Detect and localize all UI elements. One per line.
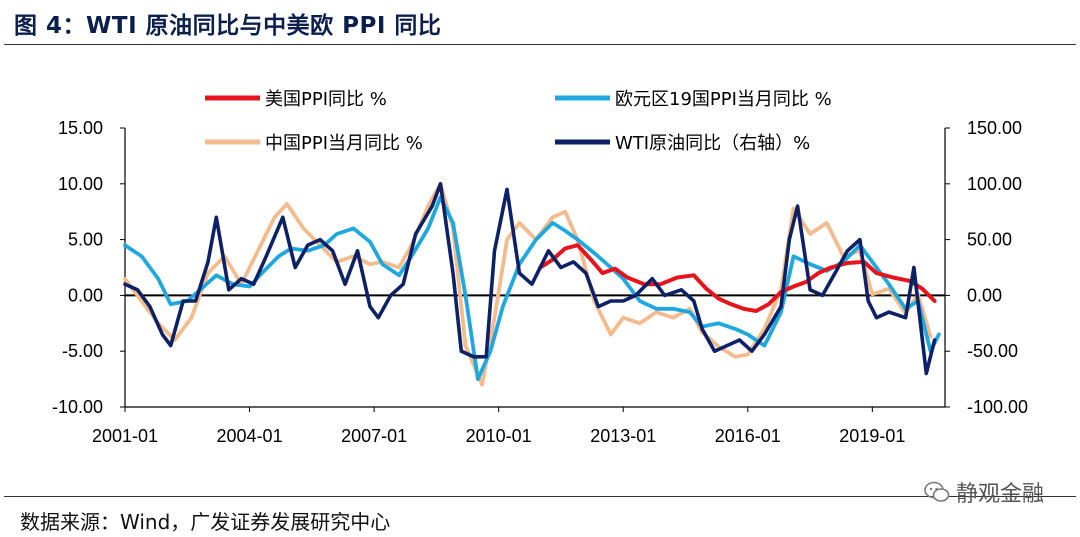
left-y-tick-label: -10.00 bbox=[52, 397, 103, 417]
x-tick-label: 2010-01 bbox=[466, 426, 532, 446]
source-divider bbox=[4, 496, 1076, 497]
left-y-tick-label: 10.00 bbox=[58, 174, 103, 194]
x-tick-label: 2007-01 bbox=[341, 426, 407, 446]
watermark-text: 静观金融 bbox=[955, 482, 1044, 507]
series-line-wti bbox=[123, 182, 937, 376]
x-tick-label: 2013-01 bbox=[590, 426, 656, 446]
chart-series-layer bbox=[123, 181, 941, 387]
right-y-tick-label: -100.00 bbox=[967, 397, 1028, 417]
data-source-note: 数据来源：Wind，广发证券发展研究中心 bbox=[20, 510, 391, 534]
series-line-us bbox=[538, 243, 937, 313]
x-tick-label: 2019-01 bbox=[839, 426, 905, 446]
x-tick-label: 2001-01 bbox=[92, 426, 158, 446]
right-y-tick-label: 150.00 bbox=[967, 118, 1022, 138]
left-y-tick-label: -5.00 bbox=[62, 341, 103, 361]
title-divider bbox=[4, 44, 1076, 45]
left-y-tick-label: 5.00 bbox=[68, 230, 103, 250]
left-y-tick-label: 15.00 bbox=[58, 118, 103, 138]
legend-label-us: 美国PPI同比 % bbox=[265, 89, 387, 110]
x-tick-label: 2004-01 bbox=[217, 426, 283, 446]
chart: 15.00 10.00 5.00 0.00 -5.00 -10.00 150.00 100.0… bbox=[52, 89, 1028, 446]
chart-axes: 15.00 10.00 5.00 0.00 -5.00 -10.00 150.00 100.0… bbox=[52, 118, 1028, 446]
series-line-ez bbox=[123, 195, 941, 381]
chart-title: 图 4：WTI 原油同比与中美欧 PPI 同比 bbox=[14, 13, 442, 39]
watermark: 静观金融 bbox=[924, 476, 1044, 508]
wechat-icon bbox=[924, 481, 950, 502]
legend-label-cn: 中国PPI当月同比 % bbox=[265, 133, 423, 154]
chart-legend: 美国PPI同比 % 欧元区19国PPI当月同比 % 中国PPI当月同比 % WTI原油… bbox=[205, 89, 832, 154]
x-tick-label: 2016-01 bbox=[715, 426, 781, 446]
legend-label-wti: WTI原油同比（右轴）% bbox=[615, 133, 810, 154]
right-y-tick-label: -50.00 bbox=[967, 341, 1018, 361]
right-y-tick-label: 0.00 bbox=[967, 285, 1002, 305]
right-y-tick-label: 50.00 bbox=[967, 230, 1012, 250]
left-y-tick-label: 0.00 bbox=[68, 285, 103, 305]
legend-label-ez: 欧元区19国PPI当月同比 % bbox=[615, 89, 832, 110]
right-y-tick-label: 100.00 bbox=[967, 174, 1022, 194]
